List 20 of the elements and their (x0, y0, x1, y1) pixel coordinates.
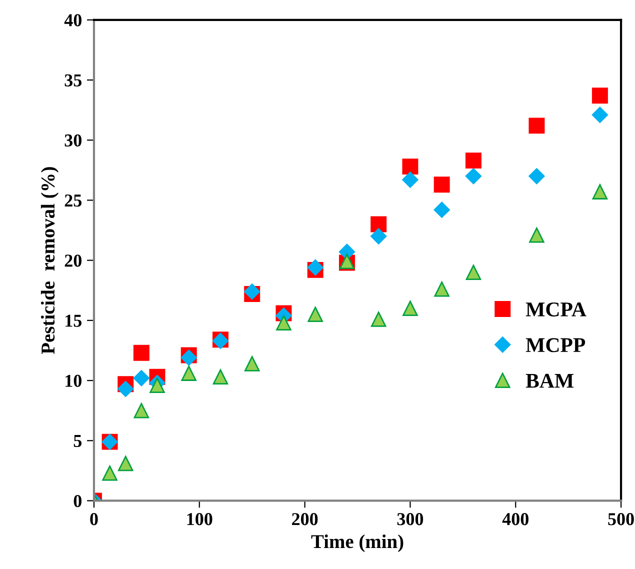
legend-label: BAM (526, 374, 574, 388)
y-tick-label: 5 (74, 435, 82, 448)
y-tick-label: 15 (66, 314, 82, 327)
x-tick-label: 500 (608, 513, 634, 526)
y-tick-label: 10 (66, 374, 82, 387)
x-tick-label: 400 (502, 513, 528, 526)
y-tick-label: 35 (64, 74, 82, 86)
x-tick-label: 0 (90, 513, 98, 526)
y-tick-label: 30 (64, 134, 82, 147)
x-tick-label: 300 (397, 513, 424, 526)
y-tick-label: 25 (64, 194, 82, 207)
y-tick-label: 20 (64, 254, 82, 267)
legend-label: MCPA (526, 302, 586, 316)
y-tick-label: 40 (64, 14, 82, 26)
x-tick-label: 200 (292, 513, 318, 526)
y-axis-title: Pesticide removal (%) (40, 167, 59, 354)
y-tick-label: 0 (74, 494, 82, 508)
x-axis-title: Time (min) (311, 534, 404, 552)
legend-label: MCPP (526, 338, 586, 352)
x-tick-label: 100 (187, 513, 212, 526)
